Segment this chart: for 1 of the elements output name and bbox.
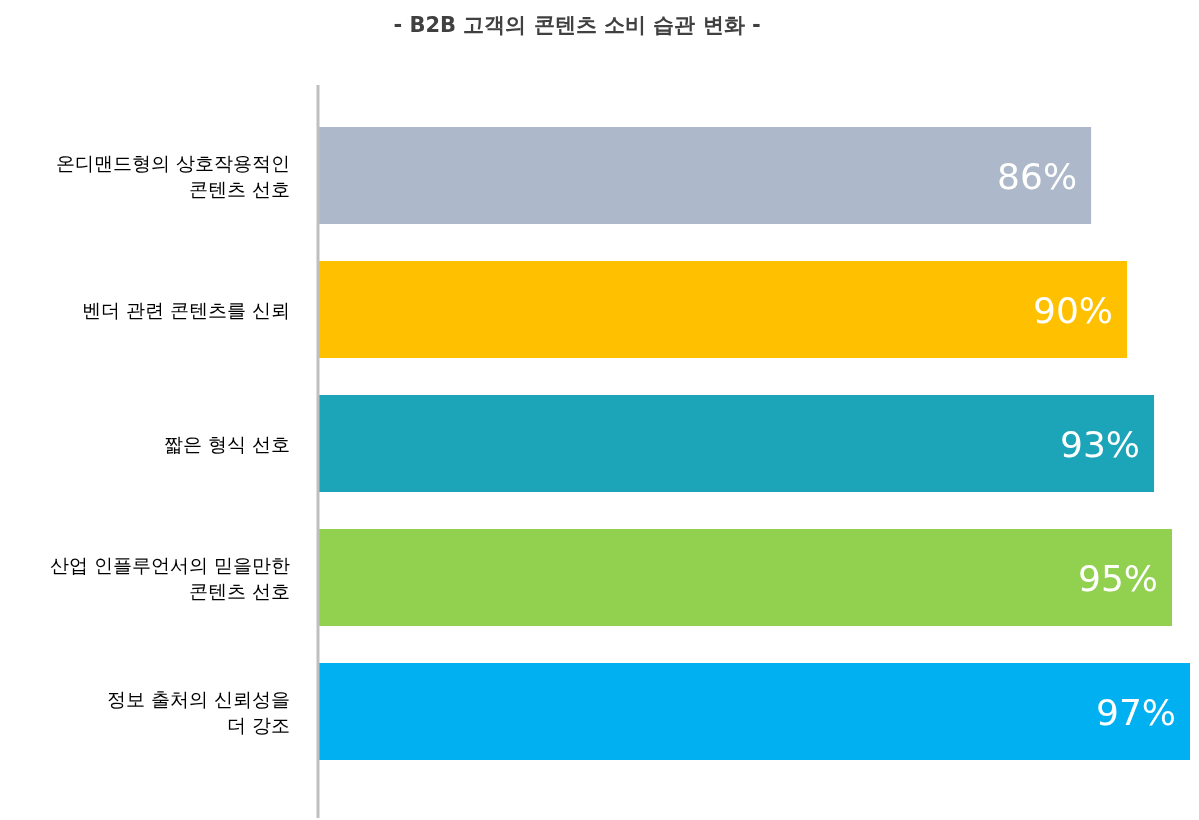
title: - B2B 고객의 콘텐츠 소비 습관 변화 - bbox=[393, 13, 761, 37]
